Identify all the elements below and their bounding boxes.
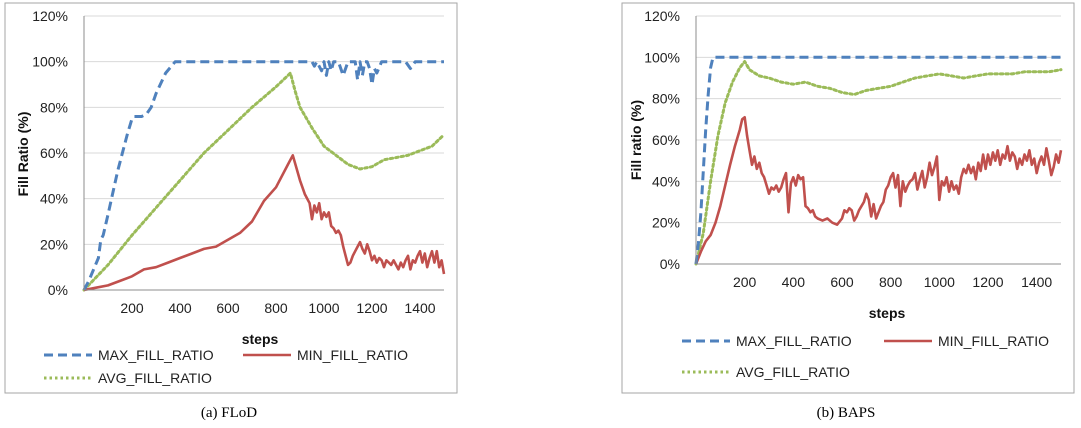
y-tick-label: 80% xyxy=(40,99,68,115)
series-line-max-fill-ratio xyxy=(694,55,1061,265)
x-axis-label: steps xyxy=(242,331,279,347)
x-tick-label: 400 xyxy=(782,274,806,290)
legend-label: MIN_FILL_RATIO xyxy=(938,333,1049,349)
series-line-avg-fill-ratio xyxy=(694,60,1063,266)
series-lines xyxy=(82,60,446,292)
legend-label: AVG_FILL_RATIO xyxy=(98,370,212,386)
chart-panel-baps: 0% 20% 40% 60% 80% 100% 120% 200 400 600 800 1000 12… xyxy=(621,2,1075,421)
series-line-min-fill-ratio xyxy=(83,154,446,292)
x-axis-label: steps xyxy=(869,305,906,321)
x-tick-label: 1200 xyxy=(356,300,387,316)
legend-label: AVG_FILL_RATIO xyxy=(736,364,850,380)
series-lines xyxy=(694,55,1063,266)
x-tick-label: 1200 xyxy=(972,274,1003,290)
y-tick-label: 40% xyxy=(652,173,680,189)
x-tick-label: 1000 xyxy=(308,300,339,316)
series-line-avg-fill-ratio xyxy=(82,71,446,292)
legend: MAX_FILL_RATIO MIN_FILL_RATIO AVG_FILL_RAT… xyxy=(44,347,408,386)
y-tick-label: 0% xyxy=(660,256,680,272)
x-tick-label: 800 xyxy=(879,274,903,290)
x-tick-label: 600 xyxy=(216,300,240,316)
y-tick-label: 80% xyxy=(652,91,680,107)
axes xyxy=(83,16,444,291)
tick-labels: 0% 20% 40% 60% 80% 100% 120% 200 400 600 800 1000 12… xyxy=(644,8,1052,290)
x-tick-label: 600 xyxy=(830,274,854,290)
tick-labels: 0% 20% 40% 60% 80% 100% 120% 200 400 600 800 1000 12… xyxy=(32,8,436,316)
caption-a: (a) FLoD xyxy=(201,405,257,421)
y-tick-label: 20% xyxy=(652,215,680,231)
legend-label: MAX_FILL_RATIO xyxy=(736,333,852,349)
x-tick-label: 1400 xyxy=(1021,274,1052,290)
x-tick-label: 200 xyxy=(120,300,144,316)
chart-frame xyxy=(4,2,458,394)
legend-label: MIN_FILL_RATIO xyxy=(297,347,408,363)
chart-panel-flod: 0% 20% 40% 60% 80% 100% 120% 200 400 600 800 1000 12… xyxy=(4,2,458,421)
legend-label: MAX_FILL_RATIO xyxy=(98,347,214,363)
series-line-min-fill-ratio xyxy=(694,116,1063,265)
y-tick-label: 0% xyxy=(48,282,68,298)
y-tick-label: 60% xyxy=(652,132,680,148)
caption-b: (b) BAPS xyxy=(817,405,876,421)
axes xyxy=(695,16,1061,265)
y-tick-label: 60% xyxy=(40,145,68,161)
y-tick-label: 120% xyxy=(32,8,68,24)
y-tick-label: 100% xyxy=(644,49,680,65)
x-tick-label: 800 xyxy=(264,300,288,316)
x-tick-label: 400 xyxy=(168,300,192,316)
y-tick-label: 120% xyxy=(644,8,680,24)
y-axis-label: Fill ratio (%) xyxy=(628,100,644,180)
x-tick-label: 200 xyxy=(733,274,757,290)
chart-frame xyxy=(621,2,1075,394)
legend: MAX_FILL_RATIO MIN_FILL_RATIO AVG_FILL_RAT… xyxy=(682,333,1049,380)
y-tick-label: 100% xyxy=(32,54,68,70)
y-axis-label: Fill Ratio (%) xyxy=(15,112,31,197)
x-tick-label: 1000 xyxy=(924,274,955,290)
series-line-max-fill-ratio xyxy=(82,60,444,291)
y-tick-label: 20% xyxy=(40,236,68,252)
x-tick-label: 1400 xyxy=(404,300,435,316)
y-tick-label: 40% xyxy=(40,191,68,207)
